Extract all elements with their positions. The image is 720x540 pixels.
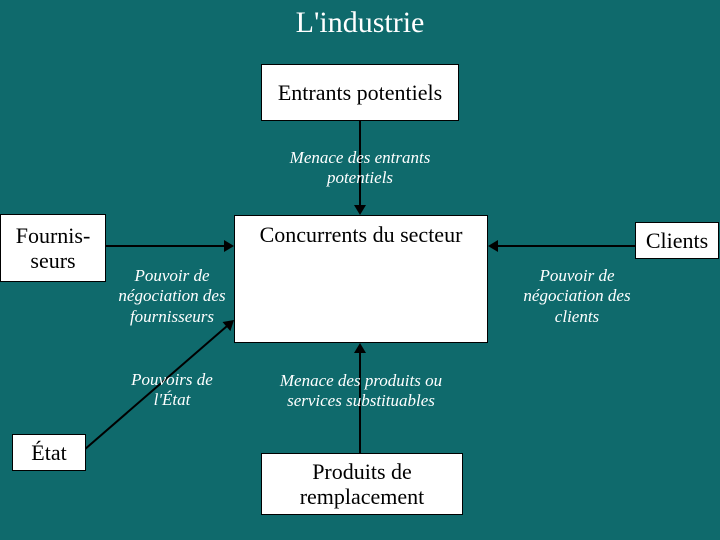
label-menace_subst: Menace des produits ou services substitu… <box>253 371 469 412</box>
label-menace_entrants: Menace des entrants potentiels <box>265 148 455 189</box>
box-etat: État <box>12 434 86 471</box>
label-pouvoir_clients: Pouvoir de négociation des clients <box>512 266 642 327</box>
box-concurrents: Concurrents du secteur <box>234 215 488 343</box>
diagram-stage: L'industrie Entrants potentiels Fournis-se… <box>0 0 720 540</box>
box-fournisseurs: Fournis-seurs <box>0 214 106 282</box>
label-pouvoirs_etat: Pouvoirs de l'État <box>117 370 227 411</box>
box-remplacement: Produits de remplacement <box>261 453 463 515</box>
box-clients: Clients <box>635 222 719 259</box>
box-entrants: Entrants potentiels <box>261 64 459 121</box>
page-title: L'industrie <box>190 6 530 40</box>
label-pouvoir_fourn: Pouvoir de négociation des fournisseurs <box>107 266 237 327</box>
